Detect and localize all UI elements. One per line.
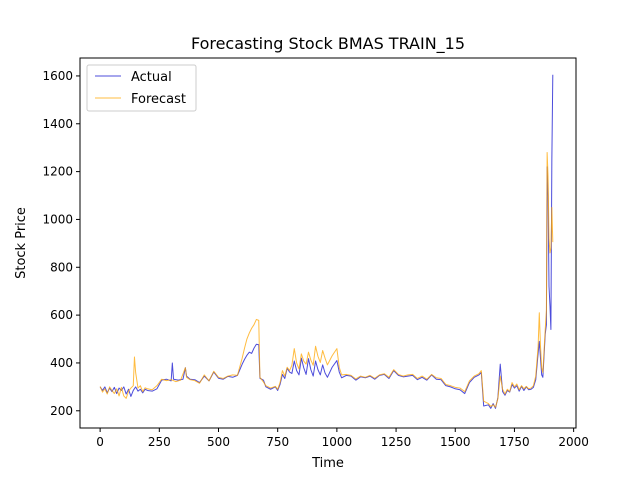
x-tick-label: 500 bbox=[207, 435, 230, 449]
chart-title: Forecasting Stock BMAS TRAIN_15 bbox=[191, 34, 465, 54]
x-tick-label: 250 bbox=[148, 435, 171, 449]
x-axis-label: Time bbox=[311, 456, 344, 471]
x-tick-label: 0 bbox=[96, 435, 104, 449]
y-tick-label: 1200 bbox=[42, 165, 73, 179]
y-axis-label: Stock Price bbox=[14, 207, 29, 279]
y-tick-label: 1600 bbox=[42, 69, 73, 83]
y-tick-label: 800 bbox=[50, 260, 73, 274]
axis-ticks: 0 250 500 750 1000 1250 1500 1750 2000 200 400 600 8… bbox=[42, 69, 588, 449]
x-tick-label: 750 bbox=[266, 435, 289, 449]
x-tick-label: 1750 bbox=[499, 435, 530, 449]
x-tick-label: 1500 bbox=[440, 435, 471, 449]
y-tick-label: 1000 bbox=[42, 212, 73, 226]
legend-label-actual: Actual bbox=[131, 70, 172, 85]
y-tick-label: 1400 bbox=[42, 117, 73, 131]
legend-label-forecast: Forecast bbox=[131, 92, 186, 107]
plot-area bbox=[99, 74, 554, 409]
legend: Actual Forecast bbox=[86, 64, 197, 112]
y-tick-label: 200 bbox=[50, 404, 73, 418]
y-tick-label: 400 bbox=[50, 356, 73, 370]
x-tick-label: 1000 bbox=[322, 435, 353, 449]
x-tick-label: 2000 bbox=[558, 435, 589, 449]
y-tick-label: 600 bbox=[50, 308, 73, 322]
x-tick-label: 1250 bbox=[381, 435, 412, 449]
plot-frame bbox=[79, 57, 577, 429]
series-line-forecast bbox=[99, 151, 554, 408]
